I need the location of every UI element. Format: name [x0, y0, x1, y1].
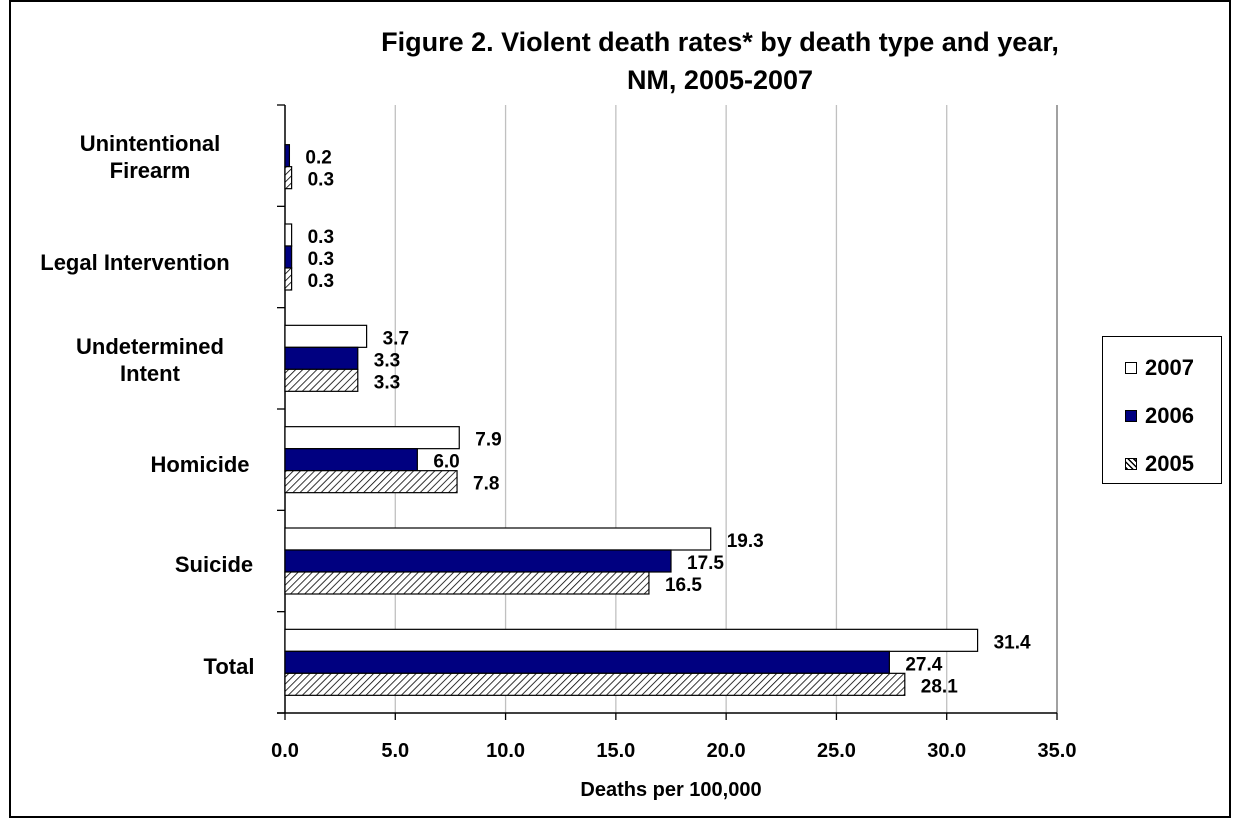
x-tick-label: 20.0	[707, 740, 746, 762]
x-tick-labels: 0.0 5.0 10.0 15.0 20.0 25.0 30.0 35.0	[271, 740, 1076, 762]
legend-item-2007: 2007	[1125, 355, 1194, 381]
x-tick-label: 10.0	[486, 740, 525, 762]
x-tick-label: 25.0	[817, 740, 856, 762]
axes	[277, 104, 1058, 720]
bar-2006	[284, 245, 293, 269]
data-label-2007: 7.9	[475, 430, 501, 451]
data-label-2006: 27.4	[905, 654, 942, 675]
category-label-total: Total	[104, 653, 354, 680]
category-label-line: Homicide	[150, 452, 250, 477]
legend-label-2006: 2006	[1145, 403, 1194, 428]
bar-2006	[284, 650, 890, 674]
bars	[284, 144, 979, 696]
data-label-2005: 3.3	[374, 372, 400, 393]
legend-label-2005: 2005	[1145, 451, 1194, 476]
data-label-2006: 0.3	[308, 249, 334, 270]
data-label-2006: 17.5	[687, 553, 724, 574]
x-tick-label: 0.0	[271, 740, 299, 762]
data-label-2005: 0.3	[308, 271, 334, 292]
category-label-unintentional-firearm: Unintentional Firearm	[25, 130, 275, 184]
legend-swatch-2006	[1125, 410, 1137, 422]
data-label-2005: 28.1	[921, 676, 958, 697]
gridlines	[394, 105, 1058, 713]
data-label-2005: 0.3	[308, 170, 334, 191]
data-labels: 0.20.30.30.30.33.73.33.37.96.07.819.317.…	[305, 148, 1031, 698]
category-label-line: Legal Intervention	[40, 250, 230, 275]
category-label-line: Suicide	[174, 552, 254, 577]
x-tick-label: 5.0	[381, 740, 409, 762]
x-axis-label: Deaths per 100,000	[580, 779, 762, 801]
bar-2005	[284, 571, 650, 595]
bar-2006	[284, 346, 359, 370]
x-tick-label: 15.0	[596, 740, 635, 762]
legend-label-2007: 2007	[1145, 355, 1194, 380]
data-label-2007: 0.3	[308, 227, 334, 248]
bar-2007	[284, 324, 368, 348]
category-label-legal-intervention: Legal Intervention	[10, 249, 260, 276]
category-label-line: Intent	[120, 361, 180, 386]
data-label-2005: 16.5	[665, 575, 702, 596]
category-label-line: Total	[203, 654, 255, 679]
x-tick-label: 35.0	[1038, 740, 1077, 762]
legend-swatch-2007	[1125, 362, 1137, 374]
legend-swatch-2005	[1125, 458, 1137, 470]
data-label-2007: 31.4	[994, 632, 1031, 653]
bar-2006	[284, 448, 418, 472]
data-label-2006: 3.3	[374, 350, 400, 371]
bar-2007	[284, 426, 460, 450]
category-label-line: Firearm	[109, 158, 191, 183]
chart-title-line-2: NM, 2005-2007	[626, 65, 814, 95]
legend-item-2006: 2006	[1125, 403, 1194, 429]
category-label-suicide: Suicide	[89, 551, 339, 578]
category-label-undetermined-intent: Undetermined Intent	[25, 333, 275, 387]
data-label-2007: 19.3	[727, 531, 764, 552]
data-label-2005: 7.8	[473, 474, 499, 495]
bar-2007	[284, 527, 712, 551]
category-label-line: Unintentional	[79, 131, 221, 156]
bar-2005	[284, 672, 906, 696]
x-tick-label: 30.0	[927, 740, 966, 762]
data-label-2006: 6.0	[433, 452, 459, 473]
category-label-line: Undetermined	[76, 334, 224, 359]
bar-2007	[284, 223, 293, 247]
data-label-2007: 3.7	[383, 328, 409, 349]
legend: 2007 2006 2005	[1102, 336, 1222, 484]
data-label-2006: 0.2	[305, 148, 331, 169]
bar-2005	[284, 267, 293, 291]
bar-2006	[284, 549, 672, 573]
chart-title-line-1: Figure 2. Violent death rates* by death …	[381, 27, 1059, 57]
bar-2005	[284, 166, 293, 190]
category-label-homicide: Homicide	[75, 451, 325, 478]
bar-2005	[284, 470, 458, 494]
bar-2005	[284, 368, 359, 392]
bar-2006	[284, 144, 291, 168]
legend-item-2005: 2005	[1125, 451, 1194, 477]
bar-2007	[284, 628, 979, 652]
